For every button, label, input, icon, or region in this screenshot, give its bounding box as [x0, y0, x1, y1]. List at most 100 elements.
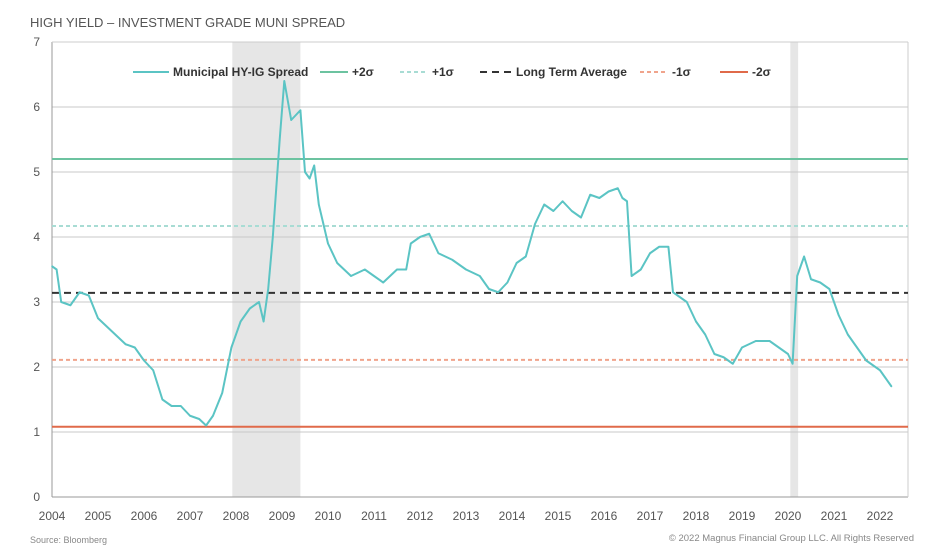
x-tick-label: 2014 — [499, 509, 526, 523]
data-point — [258, 301, 260, 303]
data-point — [810, 278, 812, 281]
data-point — [221, 392, 223, 394]
data-point — [437, 252, 440, 255]
chart-title: HIGH YIELD – INVESTMENT GRADE MUNI SPREA… — [30, 15, 346, 30]
data-point — [506, 281, 509, 284]
data-point — [299, 109, 302, 112]
data-point — [722, 356, 725, 359]
data-point — [768, 340, 771, 342]
y-tick-label: 1 — [33, 425, 40, 439]
data-point — [55, 268, 58, 271]
x-tick-label: 2009 — [269, 509, 296, 523]
data-point — [598, 197, 601, 199]
x-tick-label: 2019 — [729, 509, 756, 523]
x-tick-label: 2011 — [361, 509, 387, 523]
data-point — [856, 346, 858, 349]
data-point — [658, 245, 660, 248]
legend-label: -1σ — [672, 65, 691, 79]
data-point — [819, 281, 821, 284]
data-point — [212, 414, 214, 417]
data-point — [97, 317, 99, 320]
legend-label: -2σ — [752, 65, 771, 79]
data-point — [552, 210, 555, 212]
data-point — [124, 343, 127, 346]
data-point — [626, 200, 628, 203]
data-point — [428, 232, 431, 235]
data-point — [778, 346, 780, 349]
data-point — [791, 362, 794, 365]
x-tick-label: 2015 — [545, 509, 572, 523]
y-tick-label: 4 — [33, 230, 40, 244]
x-tick-label: 2013 — [453, 509, 480, 523]
data-point — [534, 223, 536, 225]
data-point — [189, 414, 191, 417]
data-point — [796, 275, 798, 277]
data-point — [143, 359, 145, 362]
x-tick-label: 2010 — [315, 509, 342, 523]
data-point — [571, 210, 573, 212]
legend-label: Long Term Average — [516, 65, 627, 79]
data-point — [239, 320, 242, 323]
data-point — [755, 340, 757, 342]
data-point — [847, 333, 849, 336]
data-point — [134, 346, 136, 349]
y-tick-label: 3 — [33, 295, 40, 309]
y-tick-label: 5 — [33, 165, 40, 179]
data-point — [161, 398, 164, 401]
data-point — [78, 291, 81, 294]
y-tick-label: 6 — [33, 100, 40, 114]
x-tick-label: 2016 — [591, 509, 618, 523]
data-point — [525, 255, 527, 258]
x-tick-label: 2018 — [683, 509, 710, 523]
data-point — [787, 353, 789, 355]
data-point — [580, 216, 582, 219]
x-tick-label: 2017 — [637, 509, 664, 523]
x-tick-label: 2022 — [867, 509, 894, 523]
data-point — [890, 385, 893, 388]
data-point — [180, 405, 182, 407]
legend-label: +1σ — [432, 65, 454, 79]
data-point — [561, 200, 564, 203]
data-point — [396, 268, 398, 271]
data-point — [617, 187, 619, 190]
data-point — [865, 359, 867, 362]
data-point — [350, 275, 352, 277]
data-point — [313, 164, 316, 167]
data-point — [272, 236, 274, 238]
data-point — [60, 301, 62, 303]
legend-label: +2σ — [352, 65, 374, 79]
x-tick-label: 2006 — [131, 509, 158, 523]
recession-shading — [232, 42, 301, 497]
y-tick-label: 0 — [33, 490, 40, 504]
y-tick-label: 2 — [33, 360, 40, 374]
data-point — [451, 258, 454, 261]
data-point — [888, 382, 890, 385]
data-point — [543, 203, 545, 206]
data-point — [170, 405, 173, 407]
data-point — [267, 288, 270, 290]
copyright-note: © 2022 Magnus Financial Group LLC. All R… — [668, 533, 914, 544]
x-tick-label: 2004 — [39, 509, 66, 523]
data-point — [405, 268, 408, 271]
data-point — [327, 242, 329, 245]
x-tick-label: 2007 — [177, 509, 204, 523]
series-line-spread — [51, 80, 893, 427]
data-point — [336, 262, 339, 264]
data-point — [230, 346, 233, 349]
data-point — [515, 262, 518, 264]
x-tick-label: 2012 — [407, 509, 434, 523]
data-point — [621, 197, 624, 199]
data-point — [695, 320, 697, 323]
data-point — [283, 80, 286, 82]
data-point — [649, 252, 651, 255]
data-point — [713, 353, 716, 355]
data-point — [88, 294, 90, 297]
data-point — [672, 291, 674, 294]
data-point — [589, 193, 591, 196]
y-tick-label: 7 — [33, 35, 40, 49]
data-point — [837, 314, 840, 316]
data-point — [419, 236, 421, 238]
data-point — [382, 281, 385, 284]
data-point — [667, 245, 670, 248]
data-point — [410, 242, 412, 245]
